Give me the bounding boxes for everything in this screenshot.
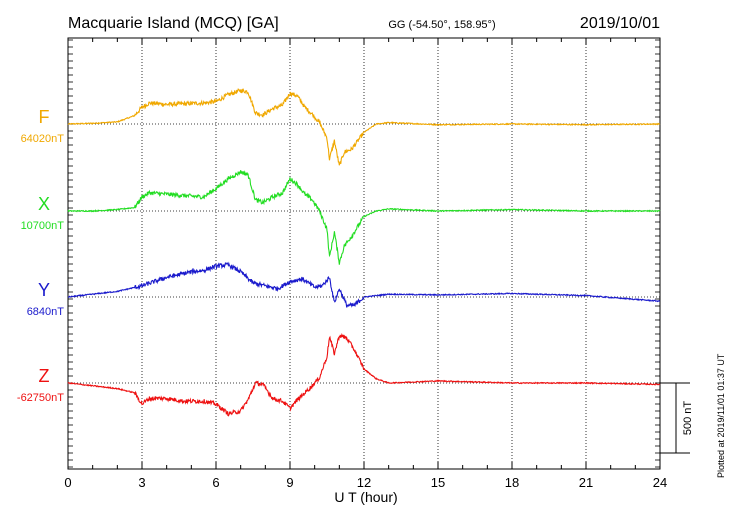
labels-layer: 0 3 6 9 12 15 18 21 24 F 64020nT X 10700nT Y 6840nT Z -6…: [17, 107, 694, 490]
series-name-z: Z: [39, 366, 50, 386]
x-tick-label: 0: [64, 475, 71, 490]
x-axis-label: U T (hour): [334, 489, 397, 505]
station-title: Macquarie Island (MCQ) [GA]: [68, 15, 279, 32]
series-line-y: [67, 261, 661, 308]
x-tick-label: 3: [138, 475, 145, 490]
chart-date: 2019/10/01: [580, 15, 660, 32]
plotted-timestamp: Plotted at 2019/11/01 01:37 UT: [716, 353, 726, 478]
series-baseline-f: 64020nT: [21, 133, 65, 145]
x-tick-label: 9: [286, 475, 293, 490]
series-name-f: F: [39, 107, 50, 127]
series-baseline-x: 10700nT: [21, 220, 65, 232]
series-line-z: [67, 332, 661, 417]
station-coordinates: GG (-54.50°, 158.95°): [388, 19, 495, 31]
series-line-x: [67, 170, 661, 265]
x-tick-label: 18: [505, 475, 519, 490]
x-tick-label: 6: [212, 475, 219, 490]
plot-grid: [67, 37, 661, 470]
scale-bar-label: 500 nT: [682, 401, 694, 436]
series-name-y: Y: [38, 280, 50, 300]
series-layer: [67, 87, 661, 417]
series-line-f: [67, 87, 661, 166]
series-baseline-z: -62750nT: [17, 392, 64, 404]
x-tick-label: 12: [357, 475, 371, 490]
series-name-x: X: [38, 194, 50, 214]
series-baseline-y: 6840nT: [27, 306, 65, 318]
x-tick-label: 21: [579, 475, 593, 490]
x-tick-label: 24: [653, 475, 667, 490]
x-tick-label: 15: [431, 475, 445, 490]
